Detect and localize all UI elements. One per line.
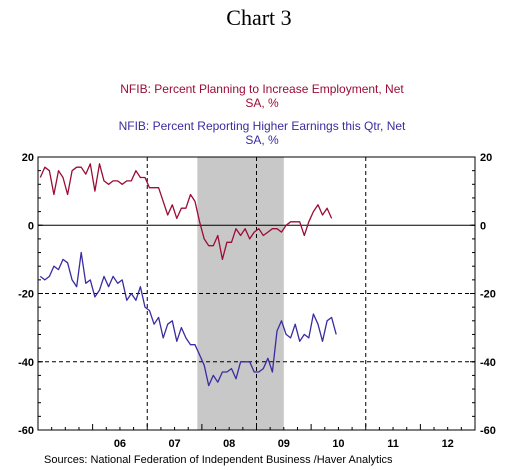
y-tick-label-right: 0	[480, 220, 486, 232]
ticks	[37, 156, 476, 431]
series-lines	[39, 163, 337, 387]
series-line-2	[39, 251, 337, 387]
gridlines	[38, 157, 475, 430]
y-tick-label-right: -40	[480, 357, 496, 369]
x-tick-label: 06	[114, 438, 126, 450]
x-tick-label: 09	[278, 438, 290, 450]
series-line-1	[39, 163, 333, 261]
x-tick-label: 08	[223, 438, 235, 450]
x-tick-label: 12	[442, 438, 454, 450]
y-tick-label-left: 20	[22, 152, 34, 164]
x-tick-label: 10	[332, 438, 344, 450]
series-2-unit: SA, %	[245, 133, 279, 147]
y-tick-label-right: 20	[480, 152, 492, 164]
y-tick-label-left: -20	[18, 289, 34, 301]
y-tick-labels: -60 -60 -40 -40 -20 -20 0 0 20 20	[18, 152, 496, 437]
y-tick-label-left: -60	[18, 425, 34, 437]
series-1-name: NFIB: Percent Planning to Increase Emplo…	[120, 82, 404, 96]
y-tick-label-left: -40	[18, 357, 34, 369]
x-tick-label: 11	[387, 438, 399, 450]
source-note: Sources: National Federation of Independ…	[44, 454, 393, 466]
series-2-name: NFIB: Percent Reporting Higher Earnings …	[119, 119, 406, 133]
series-1-unit: SA, %	[245, 96, 279, 110]
y-tick-label-right: -60	[480, 425, 496, 437]
chart-title: Chart 3	[226, 5, 291, 30]
x-tick-label: 07	[168, 438, 180, 450]
y-tick-label-right: -20	[480, 289, 496, 301]
x-tick-labels: 06 07 08 09 10 11 12	[114, 438, 454, 450]
y-tick-label-left: 0	[28, 220, 34, 232]
